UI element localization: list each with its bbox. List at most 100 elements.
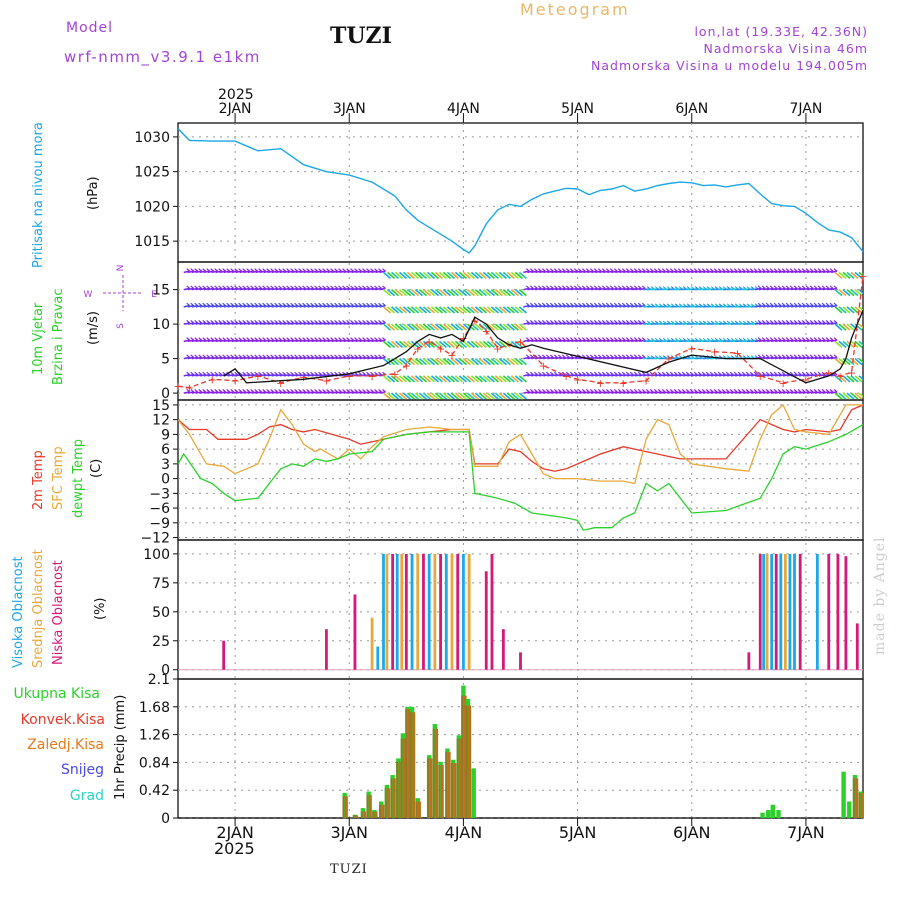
wind-arrow-head [693, 388, 698, 393]
wind-arrow-head [471, 292, 475, 297]
wind-arrow-head [419, 396, 423, 400]
wind-arrow-head [498, 309, 503, 314]
wind-arrow-head [789, 354, 794, 358]
wind-arrow-head [625, 337, 630, 341]
wind-arrow-head [685, 268, 690, 272]
wind-arrow-head [198, 268, 203, 272]
wind-arrow-head [366, 371, 370, 376]
wind-arrow-head [529, 285, 534, 289]
y-tick-label: 5 [161, 352, 170, 368]
wind-arrow-head [813, 268, 818, 272]
wind-arrow-head [234, 354, 239, 358]
y-tick-label: 0 [161, 811, 170, 827]
wind-arrow-head [246, 337, 251, 341]
wind-arrow [379, 339, 386, 343]
wind-arrow-head [270, 337, 275, 341]
wind-arrow-head [234, 337, 239, 341]
wind-arrow-head [334, 354, 338, 358]
wind-arrow-head [725, 388, 730, 393]
wind-arrow-head [597, 388, 602, 393]
precip-conv-bar [447, 751, 451, 818]
wind-gust-marker: + [367, 370, 376, 383]
wind-arrow-head [601, 354, 606, 358]
wind-arrow-head [854, 309, 859, 314]
wind-arrow-head [569, 319, 574, 324]
precip-conv-bar [344, 796, 348, 818]
wind-arrow-head [769, 319, 774, 324]
y-tick-label: 10 [152, 317, 170, 333]
y-tick-label: 0 [161, 663, 170, 679]
wind-arrow-head [370, 268, 374, 272]
wind-arrow-head [266, 319, 271, 324]
wind-arrow-head [407, 327, 411, 331]
wind-arrow-head [765, 354, 770, 358]
wind-arrow-head [705, 268, 710, 272]
wind-arrow-head [801, 337, 806, 341]
wind-field [183, 268, 863, 400]
wind-arrow-head [282, 337, 286, 341]
wind-arrow-head [549, 337, 554, 341]
wind-arrow [379, 270, 386, 274]
wind-arrow-head [673, 268, 678, 272]
wind-arrow-head [230, 354, 235, 358]
wind-arrow-head [483, 275, 487, 279]
wind-arrow-head [629, 388, 634, 393]
precip-conv-bar [417, 801, 421, 818]
wind-arrow-head [525, 354, 530, 358]
wind-arrow-head [214, 354, 219, 358]
wind-arrow-head [487, 292, 491, 297]
wind-arrow-head [238, 354, 243, 358]
wind-arrow-head [625, 388, 630, 393]
wind-arrow-head [427, 361, 431, 366]
wind-arrow-head [294, 371, 298, 376]
wind-arrow-head [781, 337, 786, 341]
wind-arrow-head [609, 285, 614, 289]
wind-arrow-head [541, 354, 546, 358]
precip-total-bar [379, 801, 384, 818]
wind-arrow-head [697, 268, 702, 272]
wind-arrow-head [741, 268, 746, 272]
wind-arrow-head [669, 268, 674, 272]
cloud-bar [758, 553, 762, 670]
wind-arrow-head [813, 388, 818, 393]
wind-arrow-head [761, 285, 766, 289]
wind-arrow-head [537, 268, 542, 272]
cloud-bar [779, 553, 783, 670]
wind-arrow-head [789, 268, 794, 272]
wind-arrow-head [797, 337, 802, 341]
wind-arrow-head [625, 268, 630, 272]
wind-arrow-head [266, 302, 271, 307]
wind-arrow-head [514, 309, 519, 314]
wind-arrow-head [805, 268, 810, 272]
wind-arrow-head [518, 275, 523, 279]
wind-arrow-head [198, 388, 203, 393]
wind-arrow-head [838, 396, 843, 400]
wind-arrow-head [358, 337, 362, 341]
wind-arrow-head [522, 275, 527, 279]
wind-arrow-head [697, 371, 702, 376]
wind-arrow-head [190, 354, 195, 358]
wind-arrow-head [846, 275, 851, 279]
wind-arrow-head [585, 388, 590, 393]
wind-arrow [858, 375, 863, 381]
wind-arrow-head [382, 354, 386, 358]
wind-arrow-head [382, 302, 386, 307]
wind-arrow-head [318, 319, 322, 324]
precip-strat-bar [366, 794, 369, 818]
cloud-bar [844, 556, 848, 670]
wind-arrow-head [514, 275, 519, 279]
wind-arrow-head [569, 302, 574, 307]
precip-strat-bar [852, 778, 855, 818]
wind-arrow-head [302, 268, 306, 272]
wind-arrow-head [399, 344, 403, 348]
compass-e: E [151, 290, 157, 300]
wind-arrow-head [475, 361, 479, 366]
wind-arrow-head [649, 268, 654, 272]
wind-arrow-head [573, 371, 578, 376]
wind-arrow-head [214, 285, 219, 289]
wind-arrow-head [769, 371, 774, 376]
wind-arrow-head [330, 337, 334, 341]
precip-conv-bar [407, 708, 411, 818]
wind-arrow-head [471, 378, 475, 383]
wind-gust-marker: + [733, 347, 742, 360]
